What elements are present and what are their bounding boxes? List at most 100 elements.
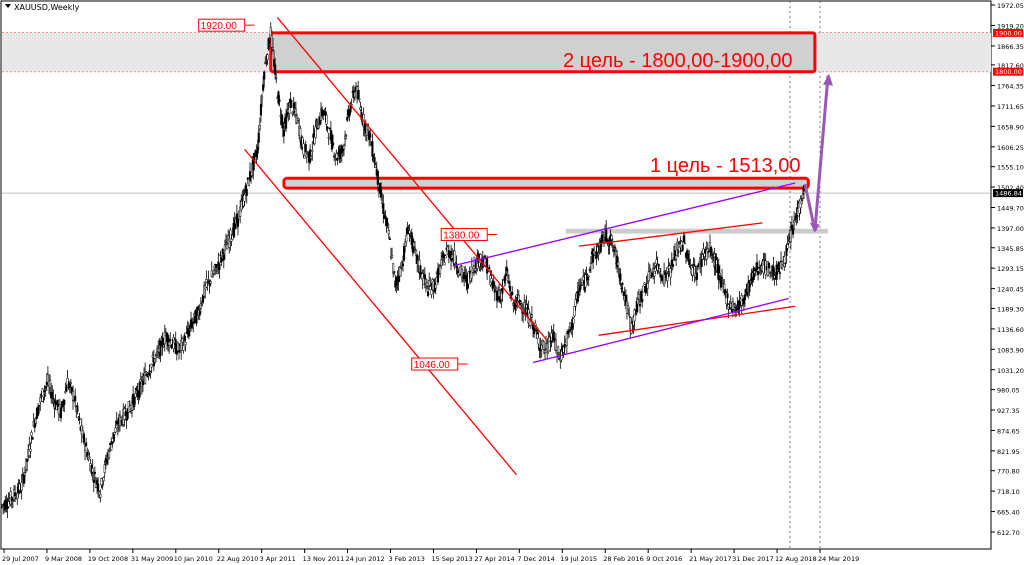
candle-body — [474, 270, 477, 273]
candle-body — [114, 427, 117, 433]
candle-body — [215, 264, 218, 269]
candle-body — [76, 405, 79, 412]
y-tick-label: 1764.35 — [997, 83, 1024, 91]
x-axis: 29 Jul 2007 9 Mar 2008 19 Oct 2008 31 May 2… — [2, 549, 859, 563]
candle-body — [388, 238, 391, 240]
candle-body — [223, 244, 226, 251]
candle-body — [358, 98, 361, 100]
candle-body — [494, 287, 497, 289]
candle-body — [592, 249, 595, 263]
price-tag-label: 1900.00 — [995, 29, 1022, 37]
candle-body — [313, 136, 316, 144]
candle-body — [16, 492, 19, 499]
candle-body — [501, 288, 504, 294]
candle-body — [256, 146, 259, 154]
candle-body — [574, 299, 577, 307]
candle-body — [506, 277, 509, 282]
purple-channel-upper — [454, 182, 796, 267]
candle-body — [299, 128, 302, 142]
candle-body — [519, 301, 523, 304]
candle-body — [115, 420, 118, 424]
candle-body — [344, 135, 347, 139]
candle-body — [493, 289, 496, 293]
candle-body — [270, 35, 273, 48]
candle-body — [633, 309, 636, 322]
candle-body — [159, 340, 162, 357]
candle-body — [18, 483, 21, 491]
red-channel-lower — [244, 148, 518, 476]
candle-body — [430, 289, 433, 295]
candle-body — [266, 54, 269, 61]
x-tick-label: 15 Sep 2013 — [431, 555, 472, 563]
candle-body — [790, 225, 793, 229]
price-tag — [993, 28, 1023, 37]
candle-body — [472, 265, 476, 271]
candle-body — [572, 318, 575, 324]
candle-body — [149, 371, 152, 374]
candle-body — [630, 322, 633, 334]
arrow-down — [803, 183, 817, 231]
candle-body — [605, 228, 608, 242]
candle-body — [514, 305, 517, 311]
symbol-label: XAUUSD,Weekly — [14, 3, 80, 12]
candle-body — [65, 388, 68, 392]
y-tick-label: 1449.70 — [997, 205, 1024, 213]
candle-body — [144, 371, 147, 385]
candle-body — [46, 374, 49, 383]
candle-body — [601, 232, 604, 235]
price-label: 1920.00 — [201, 21, 238, 32]
candle-body — [311, 149, 314, 152]
candle-body — [530, 314, 533, 318]
candle-body — [415, 250, 418, 256]
candle-body — [718, 273, 721, 276]
candle-body — [550, 333, 553, 341]
candle-body — [126, 408, 129, 419]
candle-body — [726, 293, 729, 299]
candle-body — [315, 118, 318, 121]
trendlines — [244, 17, 796, 476]
candle-body — [49, 380, 52, 388]
candle-body — [759, 272, 762, 274]
candle-body — [565, 333, 568, 346]
candle-body — [265, 62, 268, 64]
candle-body — [262, 84, 265, 91]
candle-body — [535, 329, 538, 332]
candle-body — [563, 343, 566, 348]
candle-body — [648, 268, 651, 270]
candle-body — [660, 275, 663, 281]
candle-body — [250, 175, 253, 178]
candle-body — [77, 416, 80, 419]
y-tick-label: 1502.40 — [997, 184, 1024, 192]
candle-body — [588, 269, 591, 271]
candle-body — [647, 271, 650, 281]
candle-body — [429, 284, 432, 287]
candle-body — [71, 391, 75, 401]
y-tick-label: 1136.60 — [997, 326, 1024, 334]
candle-body — [6, 506, 9, 509]
candle-body — [405, 235, 408, 243]
symbol-dropdown-icon[interactable] — [5, 4, 11, 8]
candle-body — [757, 271, 760, 276]
candle-body — [37, 406, 40, 416]
candle-body — [163, 332, 166, 345]
candle-body — [275, 77, 278, 79]
candle-body — [257, 132, 260, 143]
candle-body — [374, 164, 377, 168]
candle-body — [360, 112, 363, 120]
candle-body — [641, 298, 644, 302]
candle-body — [258, 124, 261, 130]
candle-body — [23, 472, 26, 476]
candle-body — [422, 277, 425, 285]
candle-body — [330, 134, 334, 150]
x-tick-label: 10 Jan 2010 — [174, 555, 213, 563]
candle-body — [91, 468, 94, 473]
candle-body — [26, 459, 29, 462]
candle-body — [401, 263, 405, 266]
price-tag — [993, 67, 1023, 76]
candle-body — [182, 345, 185, 351]
candle-body — [243, 194, 246, 202]
candle-body — [492, 280, 495, 286]
candle-body — [507, 281, 511, 284]
y-tick-label: 980.05 — [997, 387, 1020, 395]
